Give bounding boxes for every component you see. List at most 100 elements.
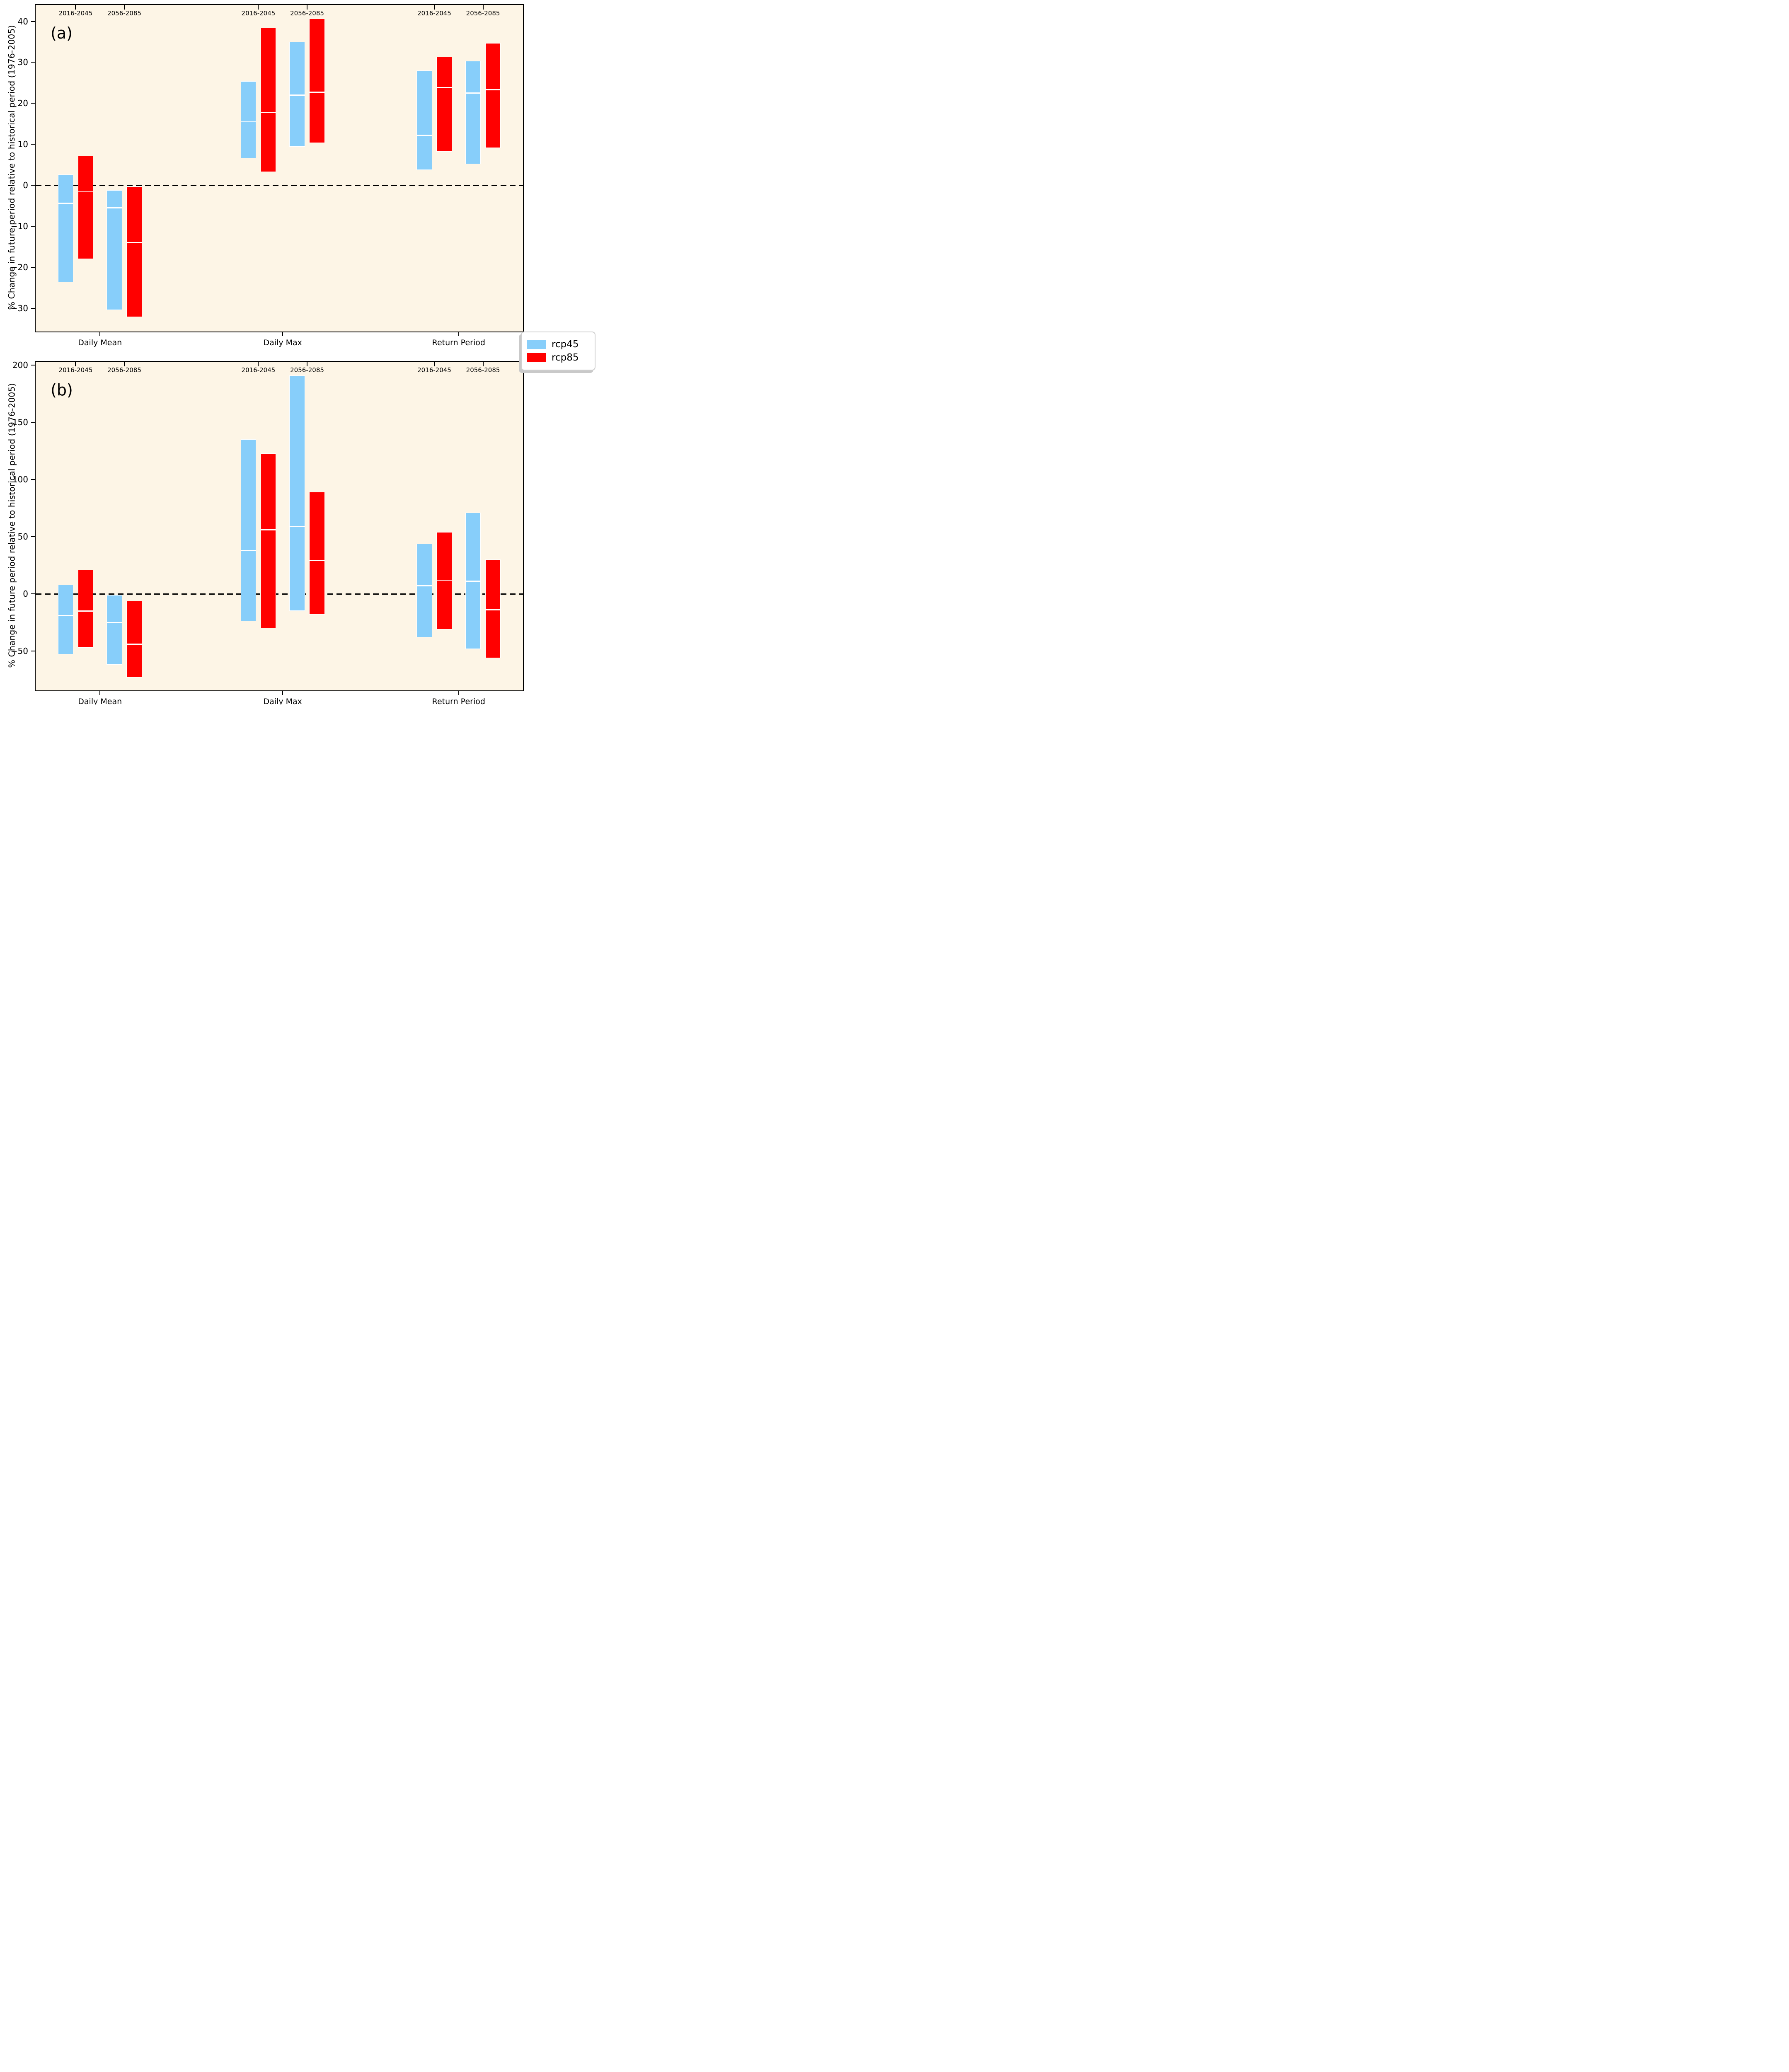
y-axis-tick-label: −20 (10, 262, 28, 272)
y-axis-tick-label: 20 (17, 98, 28, 109)
y-axis-tick-label: 100 (12, 474, 28, 485)
y-axis-tick (31, 225, 35, 227)
panel-a: 40 30 20 10 0 −10 −20 −30 Daily Mean 2016-2045 205… (11, 4, 524, 347)
range-bar-rcp45 (289, 41, 305, 147)
y-axis-tick (31, 103, 35, 104)
y-axis-tick-label: −30 (10, 303, 28, 313)
y-axis-label: % Change in future period relative to hi… (7, 25, 17, 310)
x-axis-group-label: Return Period (432, 697, 485, 704)
range-bar-rcp85 (309, 492, 325, 615)
bar-median-line (240, 549, 257, 551)
zero-reference-line (36, 593, 523, 595)
range-bar-rcp85 (260, 453, 276, 628)
range-bar-rcp45 (58, 584, 74, 655)
period-label: 2056-2085 (107, 10, 141, 17)
range-bar-rcp85 (485, 559, 501, 658)
period-label: 2056-2085 (466, 366, 500, 374)
y-axis-tick (31, 593, 35, 595)
bar-median-line (77, 610, 94, 612)
y-axis-tick (31, 62, 35, 63)
x-axis-group-tick (99, 690, 101, 695)
legend-swatch-rcp45 (527, 340, 546, 349)
y-axis-tick (31, 21, 35, 22)
bar-median-line (289, 94, 305, 96)
range-bar-rcp45 (240, 439, 257, 622)
range-bar-rcp85 (436, 532, 452, 629)
y-axis-tick-label: 0 (23, 180, 28, 191)
bar-median-line (126, 644, 142, 645)
legend-item-rcp85: rcp85 (527, 352, 589, 363)
period-label: 2016-2045 (241, 10, 276, 17)
range-bar-rcp85 (77, 570, 94, 648)
y-axis-tick-label: 40 (17, 16, 28, 27)
bar-median-line (416, 135, 432, 136)
bar-median-line (485, 609, 501, 610)
period-label: 2016-2045 (58, 366, 93, 374)
x-axis-group-label: Daily Mean (78, 697, 122, 704)
y-axis-tick (31, 365, 35, 366)
period-label: 2016-2045 (417, 10, 451, 17)
x-axis-group-tick (282, 332, 283, 336)
bar-median-line (309, 92, 325, 93)
bar-median-line (126, 242, 142, 243)
period-label: 2056-2085 (466, 10, 500, 17)
y-axis-tick-label: 0 (23, 589, 28, 599)
top-axis-period-tick (482, 5, 484, 10)
bar-median-line (77, 191, 94, 193)
figure: 40 30 20 10 0 −10 −20 −30 Daily Mean 2016-2045 205… (0, 0, 597, 704)
legend-label: rcp45 (552, 339, 579, 350)
top-axis-period-tick (75, 362, 76, 366)
period-label: 2016-2045 (417, 366, 451, 374)
top-axis-period-tick (124, 362, 125, 366)
x-axis-group-tick (458, 690, 459, 695)
legend-label: rcp85 (552, 352, 579, 363)
y-axis-tick-label: 200 (12, 360, 28, 370)
bar-median-line (107, 622, 122, 623)
y-axis-tick (31, 422, 35, 423)
range-bar-rcp45 (107, 190, 122, 310)
range-bar-rcp45 (289, 375, 305, 611)
bar-median-line (465, 581, 481, 582)
panel-letter: (b) (51, 381, 73, 399)
bar-median-line (465, 92, 481, 94)
legend: rcp45 rcp85 (521, 332, 596, 370)
top-axis-period-tick (433, 362, 435, 366)
range-bar-rcp85 (77, 155, 94, 259)
bar-median-line (436, 579, 452, 581)
y-axis-tick (31, 266, 35, 268)
bar-median-line (309, 560, 325, 562)
bar-median-line (485, 89, 501, 90)
period-label: 2016-2045 (241, 366, 276, 374)
period-label: 2056-2085 (107, 366, 141, 374)
range-bar-rcp45 (465, 61, 481, 164)
top-axis-period-tick (75, 5, 76, 10)
y-axis-tick-label: 150 (12, 417, 28, 427)
range-bar-rcp45 (240, 81, 257, 158)
y-axis-tick-label: −50 (10, 646, 28, 656)
y-axis-tick-label: 30 (17, 57, 28, 68)
y-axis-tick-label: 10 (17, 139, 28, 150)
range-bar-rcp45 (465, 513, 481, 649)
y-axis-tick-label: −10 (10, 221, 28, 231)
period-label: 2056-2085 (290, 10, 324, 17)
y-axis-label: % Change in future period relative to hi… (7, 383, 17, 668)
top-axis-period-tick (258, 5, 259, 10)
panel-letter: (a) (51, 24, 73, 42)
top-axis-period-tick (124, 5, 125, 10)
period-label: 2056-2085 (290, 366, 324, 374)
y-axis-tick (31, 307, 35, 309)
x-axis-group-label: Return Period (432, 338, 485, 347)
range-bar-rcp85 (126, 186, 142, 317)
range-bar-rcp85 (485, 43, 501, 148)
range-bar-rcp85 (260, 28, 276, 172)
period-label: 2016-2045 (58, 10, 93, 17)
panel-b: 200 150 100 50 0 −50 Daily Mean 2016-2045 2056-2… (11, 360, 524, 704)
y-axis-tick (31, 185, 35, 186)
bar-median-line (58, 615, 74, 616)
bar-median-line (107, 207, 122, 208)
bar-median-line (289, 525, 305, 527)
x-axis-group-tick (458, 332, 459, 336)
top-axis-period-tick (258, 362, 259, 366)
x-axis-group-label: Daily Max (263, 697, 302, 704)
x-axis-group-tick (99, 332, 101, 336)
